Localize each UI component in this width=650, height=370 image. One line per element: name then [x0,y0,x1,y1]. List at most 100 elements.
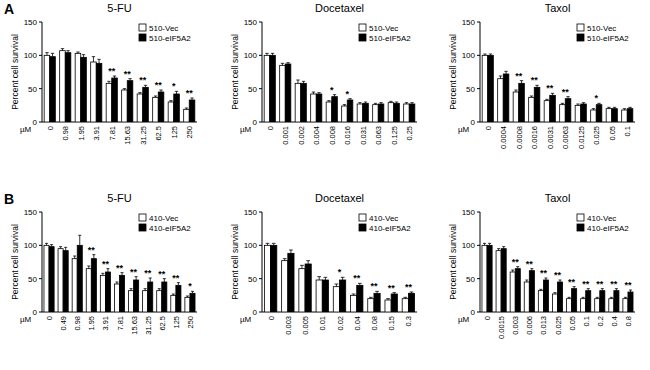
error-bar [516,267,519,269]
x-tick-label: 0.15 [387,316,396,331]
error-bar [158,289,161,291]
error-bar [327,101,330,102]
bar [305,264,311,312]
x-tick-label: 15.63 [130,316,139,335]
x-tick-label: 0.013 [539,316,548,335]
error-cap [324,277,328,278]
significance: ** [116,263,124,273]
x-tick-label: 125 [172,316,181,329]
x-tick-label: 0.05 [568,316,577,331]
error-cap [186,296,189,297]
error-bar [66,51,69,53]
significance: * [188,281,192,291]
y-tick-label: 0 [33,308,38,317]
error-cap [281,63,284,64]
error-bar [341,277,345,280]
error-cap [59,246,62,247]
error-bar [389,101,392,102]
error-bar [121,273,124,276]
bar [487,245,492,312]
error-bar [379,103,382,104]
error-line [93,57,94,62]
error-cap [73,256,76,257]
significance: ** [144,268,152,278]
bar [482,245,487,312]
x-tick-label: 0.003 [284,316,293,335]
error-cap [358,102,361,103]
y-axis [480,22,481,122]
error-bar [369,297,373,298]
error-bar [582,297,585,298]
error-bar [544,278,547,280]
bar [184,109,190,122]
x-tick-label: 0.025 [554,316,563,335]
y-tick [39,122,42,123]
error-cap [283,258,287,259]
error-bar [352,294,356,295]
error-cap [488,243,491,244]
significance: * [172,81,176,91]
bar [157,291,162,312]
error-cap [317,276,321,277]
error-cap [45,243,48,244]
bar [394,103,400,122]
bar [75,53,81,122]
y-tick-label: 50 [28,85,37,94]
chart: Docetaxel050100150Percent cell survivalµ… [230,192,417,335]
error-cap [138,92,141,93]
significance: ** [139,75,147,85]
y-tick [259,55,262,56]
error-bar [73,256,76,259]
chart: Taxol050100150Percent cell survivalµM00.… [448,192,635,339]
x-tick-label: 0.016 [343,126,352,145]
bar [581,104,587,122]
bar [347,100,353,122]
bar [190,293,195,312]
y-tick-label: 100 [244,241,258,250]
bar [596,105,602,122]
bar [120,275,125,312]
error-cap [317,92,320,93]
bar [158,92,164,122]
y-tick [477,278,480,279]
x-tick-label: 1.95 [87,316,96,331]
error-bar [489,54,492,55]
bar [264,55,270,122]
legend-label: 510-Vec [369,24,398,33]
error-bar [348,99,351,100]
error-bar [576,104,579,105]
error-cap [607,107,610,108]
significance: ** [562,87,570,97]
bar [322,280,328,312]
error-bar [51,53,54,56]
significance: ** [512,257,520,267]
error-cap [582,297,585,298]
y-tick [477,212,480,213]
bar [49,247,54,312]
bar [105,272,110,312]
error-cap [497,248,500,249]
bar [544,101,550,122]
error-bar [283,259,287,261]
error-bar [566,97,569,99]
significance: ** [526,259,534,269]
error-bar [592,109,595,110]
error-bar [59,247,62,249]
error-bar [76,52,79,53]
y-tick [259,22,262,23]
bar [513,92,519,122]
bar [498,79,504,122]
bar [143,291,148,312]
error-cap [410,102,413,103]
bar [404,104,410,122]
error-bar [82,55,85,58]
x-tick-label: 0.05 [608,126,617,141]
error-bar [335,284,339,287]
error-bar [107,81,110,83]
error-cap [352,294,356,295]
x-tick-label: 0.004 [312,126,321,145]
error-bar [545,99,548,100]
error-bar [154,96,157,97]
error-bar [135,277,138,280]
x-tick-label: 31.25 [139,126,148,145]
